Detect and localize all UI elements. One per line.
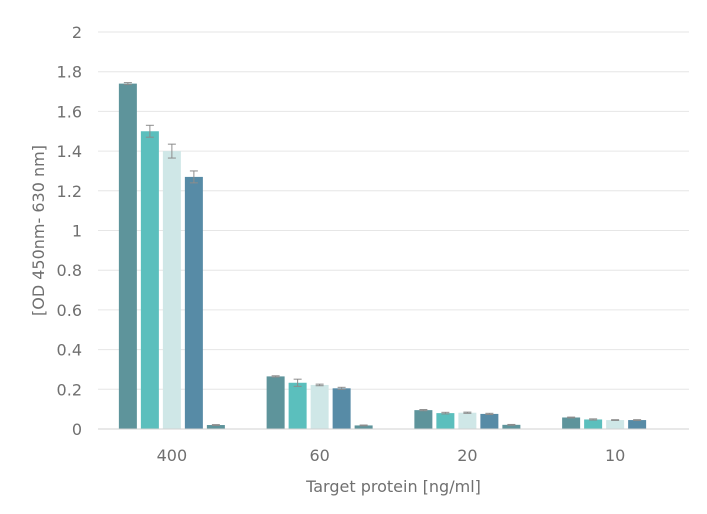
y-tick-label: 0 — [72, 420, 82, 439]
y-tick-label: 2 — [72, 23, 82, 42]
bar — [332, 388, 351, 429]
y-tick-label: 1 — [72, 222, 82, 241]
bars — [118, 83, 647, 430]
y-tick-label: 1.6 — [57, 102, 82, 121]
bar — [562, 417, 581, 429]
bar — [206, 425, 225, 429]
bar — [584, 419, 603, 429]
bar — [162, 151, 181, 429]
bar — [502, 424, 521, 429]
x-tick-label: 20 — [457, 446, 477, 465]
y-tick-label: 0.6 — [57, 301, 82, 320]
bar — [140, 131, 159, 429]
y-tick-labels: 0 0.2 0.4 0.6 0.8 1 1.2 1.4 1.6 1.8 2 — [57, 23, 82, 439]
x-tick-label: 10 — [605, 446, 625, 465]
y-tick-label: 0.8 — [57, 261, 82, 280]
error-bars — [123, 82, 642, 427]
bar — [414, 410, 433, 429]
bar — [436, 413, 455, 429]
bar — [118, 83, 137, 430]
y-tick-label: 0.2 — [57, 380, 82, 399]
bar — [458, 412, 477, 429]
bar — [288, 382, 307, 429]
bar — [628, 420, 647, 429]
bar — [480, 413, 499, 429]
y-tick-label: 1.4 — [57, 142, 82, 161]
y-tick-label: 1.2 — [57, 182, 82, 201]
x-tick-label: 400 — [157, 446, 188, 465]
bar — [354, 425, 373, 429]
x-tick-label: 60 — [309, 446, 329, 465]
bar — [266, 376, 285, 429]
x-axis-title: Target protein [ng/ml] — [305, 477, 481, 496]
x-tick-labels: 400 60 20 10 — [157, 446, 626, 465]
bar — [184, 176, 203, 429]
bar — [310, 384, 329, 429]
y-axis-title: [OD 450nm- 630 nm] — [29, 145, 48, 316]
bar — [606, 420, 625, 429]
y-tick-label: 0.4 — [57, 341, 82, 360]
y-tick-label: 1.8 — [57, 63, 82, 82]
